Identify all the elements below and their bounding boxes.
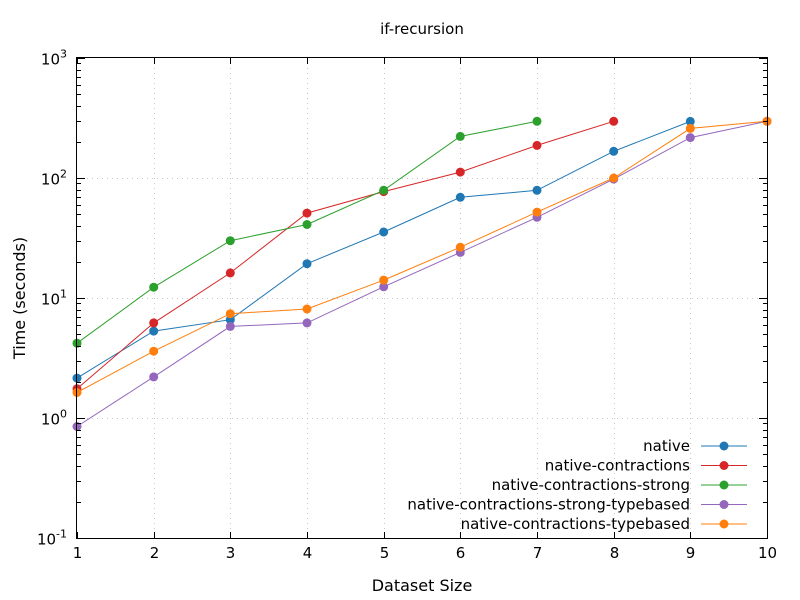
chart-title: if-recursion — [380, 20, 464, 38]
series-native — [72, 116, 695, 383]
data-point — [455, 192, 465, 202]
data-point — [532, 116, 542, 126]
data-point — [302, 208, 312, 218]
data-point — [379, 282, 389, 292]
plot-frame — [76, 57, 768, 539]
data-point — [149, 372, 159, 382]
data-point — [225, 236, 235, 246]
data-point — [149, 282, 159, 292]
data-point — [149, 346, 159, 356]
y-tick-label: 101 — [41, 288, 67, 309]
legend-marker — [719, 500, 729, 509]
series-layer — [72, 116, 772, 431]
legend-marker — [719, 480, 729, 490]
legend-marker — [719, 461, 729, 470]
legend-label: native-contractions — [545, 457, 690, 475]
data-point — [225, 321, 235, 331]
series-native-contractions-typebased — [72, 116, 772, 397]
data-point — [302, 259, 312, 269]
y-tick-label: 100 — [41, 408, 67, 429]
data-point — [685, 123, 695, 133]
y-tick-label: 102 — [41, 168, 67, 189]
y-tick-label: 103 — [41, 48, 67, 69]
x-tick-label: 7 — [533, 544, 543, 562]
axes: 1 2 3 4 5 6 7 8 9 10 10-1 100 101 102 103 — [37, 48, 777, 563]
data-point — [149, 318, 159, 328]
data-point — [302, 220, 312, 229]
series-native-contractions-strong — [72, 116, 542, 348]
data-point — [532, 207, 542, 217]
data-point — [379, 185, 389, 195]
x-tick-label: 1 — [73, 544, 83, 562]
series-line — [76, 120, 768, 393]
data-point — [302, 318, 312, 328]
x-tick-label: 8 — [610, 544, 620, 562]
series-line — [76, 120, 768, 427]
x-tick-label: 4 — [303, 544, 313, 562]
x-tick-label: 10 — [758, 544, 777, 562]
legend-label: native — [643, 437, 690, 455]
data-point — [379, 227, 389, 237]
legend-label: native-contractions-strong-typebased — [407, 496, 690, 514]
series-line — [76, 120, 614, 390]
data-point — [455, 242, 465, 252]
data-point — [685, 133, 695, 143]
legend-marker — [719, 519, 729, 529]
legend-label: native-contractions-strong — [492, 476, 690, 494]
legend-label: native-contractions-typebased — [461, 515, 690, 533]
data-point — [455, 167, 465, 177]
x-tick-label: 2 — [150, 544, 160, 562]
legend-marker — [719, 441, 729, 451]
x-axis-label: Dataset Size — [372, 576, 473, 595]
x-tick-label: 5 — [380, 544, 390, 562]
data-point — [455, 131, 465, 141]
x-tick-label: 6 — [456, 544, 466, 562]
grid-lines — [77, 58, 767, 538]
data-point — [609, 173, 619, 183]
data-point — [609, 146, 619, 156]
data-point — [225, 268, 235, 278]
legend: nativenative-contractionsnative-contract… — [407, 437, 747, 533]
y-tick-label: 10-1 — [37, 528, 67, 549]
data-point — [379, 275, 389, 285]
data-point — [532, 140, 542, 150]
data-point — [609, 116, 619, 126]
data-point — [685, 116, 695, 126]
x-tick-label: 3 — [226, 544, 236, 562]
data-point — [532, 185, 542, 195]
x-tick-label: 9 — [686, 544, 696, 562]
data-point — [149, 326, 159, 336]
y-axis-label: Time (seconds) — [10, 237, 29, 360]
series-line — [76, 120, 691, 379]
data-point — [302, 304, 312, 314]
data-point — [225, 309, 235, 319]
